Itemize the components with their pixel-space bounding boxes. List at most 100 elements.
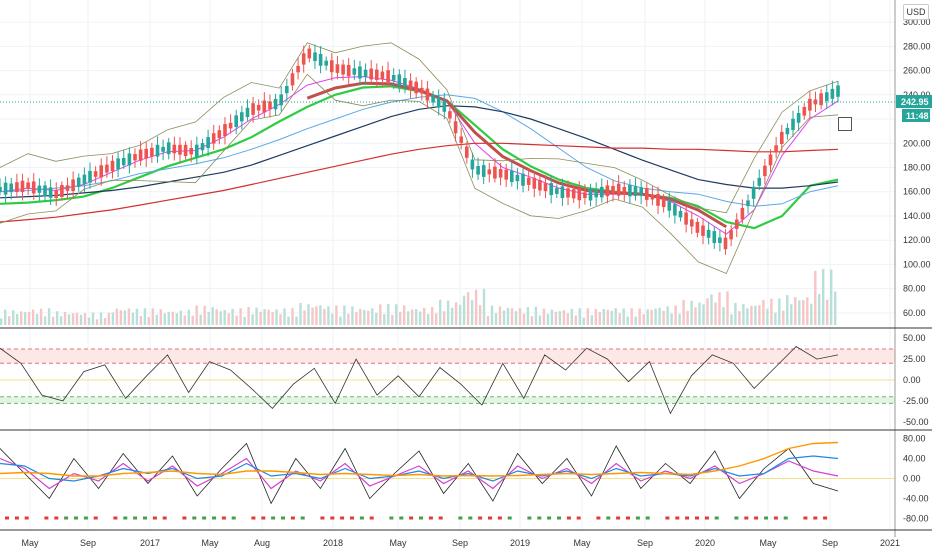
candle-body (493, 166, 497, 179)
volume-bar (139, 316, 143, 325)
volume-bar (167, 311, 170, 325)
candle-body (521, 173, 525, 186)
candle-body (31, 181, 36, 194)
candle-body (543, 183, 548, 192)
volume-bar (774, 312, 777, 325)
volume-bar (63, 312, 67, 325)
candlesticks (0, 44, 840, 255)
candle-body (144, 148, 148, 159)
volume-bar (87, 317, 91, 325)
signal-dot (478, 516, 483, 520)
volume-bar (187, 309, 190, 325)
volume-bar (383, 314, 386, 325)
candle-body (420, 87, 424, 94)
x-tick-label: Sep (452, 538, 468, 548)
volume-bar (155, 314, 158, 325)
annotation-box-icon[interactable] (838, 117, 852, 131)
volume-bar (802, 300, 805, 325)
candle-body (622, 187, 627, 194)
candle-body (487, 169, 492, 175)
volume-bar (211, 307, 214, 325)
osc1-tick-label: 0.00 (903, 375, 921, 385)
signal-dot (537, 516, 542, 520)
candle-body (330, 60, 334, 73)
volume-bar (734, 302, 737, 325)
candle-body (645, 188, 649, 200)
signal-dot (409, 516, 414, 520)
candle-body (532, 177, 537, 189)
signal-dot (566, 516, 571, 520)
volume-bar (566, 313, 569, 325)
oscillator-2-line (0, 441, 839, 477)
candle-body (735, 219, 739, 229)
signal-dot (24, 516, 29, 520)
candle-body (678, 211, 683, 218)
candle-body (616, 183, 621, 196)
candle-body (470, 159, 475, 170)
candle-body (15, 182, 19, 192)
volume-bar (427, 314, 430, 325)
candle-body (183, 144, 188, 157)
volume-bar (219, 311, 222, 325)
candle-body (825, 92, 829, 101)
candle-body (386, 70, 390, 83)
signal-dot (606, 516, 611, 520)
candle-body (346, 64, 351, 77)
signal-dot (93, 516, 98, 520)
currency-badge[interactable]: USD (903, 4, 929, 20)
volume-bar (299, 303, 302, 325)
volume-bar (251, 314, 254, 325)
volume-bar (614, 308, 617, 325)
candle-body (403, 78, 407, 88)
candle-body (481, 165, 486, 177)
volume-bar (83, 313, 87, 325)
signal-dot (576, 516, 581, 520)
candle-body (161, 146, 165, 152)
candle-body (639, 187, 643, 196)
x-tick-label: 2018 (323, 538, 343, 548)
volume-bar (758, 305, 761, 325)
candle-body (431, 94, 435, 103)
volume-bar (271, 312, 274, 325)
volume-bar (706, 298, 709, 325)
y-tick-label: 100.00 (903, 259, 931, 269)
volume-bar (474, 289, 478, 325)
volume-bar (91, 312, 95, 325)
candle-body (774, 145, 778, 153)
volume-bar (51, 316, 55, 325)
volume-bar (175, 313, 178, 325)
volume-bar (355, 312, 358, 325)
candle-body (661, 198, 666, 208)
volume-bar (343, 305, 346, 325)
volume-bar (255, 307, 258, 325)
candle-body (363, 69, 368, 77)
signal-dot (428, 516, 433, 520)
volume-bar (554, 311, 558, 325)
volume-bar (183, 315, 186, 325)
volume-bar (722, 307, 725, 325)
osc2-tick-label: -80.00 (903, 514, 929, 524)
volume-bar (726, 291, 729, 325)
candle-body (352, 68, 357, 75)
volume-bar (35, 314, 39, 325)
signal-dot (773, 516, 778, 520)
volume-bar (307, 304, 310, 325)
moving-average-line (0, 105, 839, 199)
candle-body (633, 186, 638, 196)
candle-body (600, 186, 604, 198)
volume-bar (23, 312, 27, 325)
signal-dot (64, 516, 69, 520)
candle-body (605, 185, 610, 197)
volume-bar (478, 305, 482, 325)
y-tick-label: 140.00 (903, 211, 931, 221)
candle-body (217, 130, 222, 139)
volume-bar (618, 313, 621, 325)
osc2-tick-label: 80.00 (903, 434, 926, 444)
volume-bar (586, 308, 589, 325)
candle-body (71, 179, 75, 191)
signal-dot (5, 516, 9, 520)
last-price-tag: 242.95 11:48 (896, 95, 932, 122)
signal-dot (162, 516, 167, 520)
candle-body (763, 165, 767, 177)
